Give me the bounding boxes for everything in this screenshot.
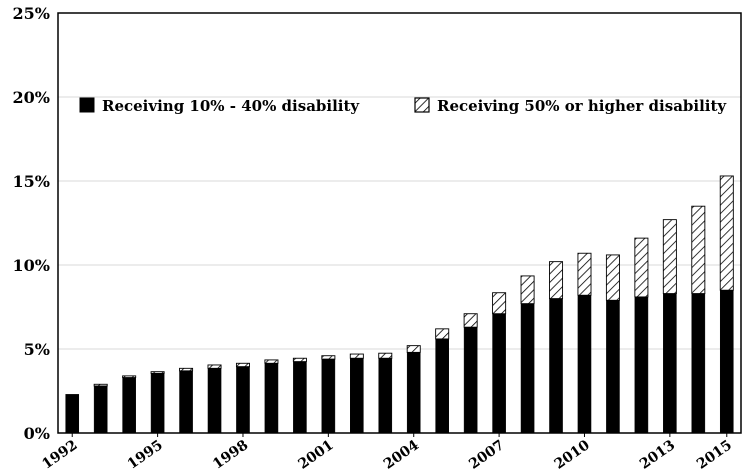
bar-segment-50-plus	[264, 359, 279, 364]
bar-segment-10-40	[93, 385, 108, 434]
bar-segment-50-plus	[520, 275, 535, 305]
bar-segment-50-plus	[605, 254, 620, 301]
x-tick-label: 1995	[125, 437, 166, 472]
x-tick-label: 2004	[381, 437, 422, 473]
bar-segment-10-40	[350, 357, 364, 434]
bar-segment-50-plus	[492, 292, 507, 315]
bar-segment-10-40	[577, 294, 592, 434]
bar-segment-50-plus	[463, 313, 478, 328]
bar-segment-10-40	[492, 313, 506, 434]
x-axis: 1992 1995 1998 2001 2004 2007 2010 2013 2015	[39, 433, 735, 473]
bar-segment-50-plus	[691, 205, 706, 295]
legend-swatch-solid	[79, 97, 95, 113]
legend-swatch-hatched	[414, 97, 430, 113]
bar-segment-50-plus	[378, 352, 393, 359]
bar-segment-50-plus	[122, 375, 137, 379]
y-tick-label: 25%	[13, 4, 50, 23]
bar-segment-10-40	[549, 298, 563, 434]
bar-segment-50-plus	[662, 219, 677, 295]
bars	[65, 175, 734, 434]
bar-segment-10-40	[435, 338, 449, 434]
bar-segment-10-40	[378, 357, 393, 434]
bar-segment-50-plus	[292, 357, 307, 363]
x-tick-label: 1998	[210, 437, 251, 472]
x-tick-label: 2010	[552, 437, 593, 473]
bar-segment-10-40	[634, 296, 649, 434]
bar-segment-50-plus	[719, 175, 734, 291]
bar-segment-10-40	[293, 361, 307, 434]
x-tick-label: 2007	[466, 437, 507, 472]
bar-segment-50-plus	[549, 261, 564, 300]
y-tick-label: 10%	[13, 256, 50, 275]
bar-segment-10-40	[691, 293, 706, 434]
bar-segment-10-40	[321, 358, 336, 434]
bar-segment-50-plus	[321, 355, 336, 360]
x-tick-label: 2001	[296, 437, 337, 472]
bar-segment-50-plus	[634, 237, 649, 298]
bar-segment-50-plus	[577, 252, 592, 296]
bar-segment-50-plus	[150, 371, 165, 374]
bar-segment-10-40	[663, 293, 677, 434]
bar-segment-10-40	[520, 303, 535, 434]
y-tick-label: 0%	[24, 424, 50, 443]
bar-segment-10-40	[236, 366, 250, 434]
y-tick-label: 5%	[24, 340, 50, 359]
x-tick-label: 2013	[637, 437, 678, 472]
y-tick-label: 15%	[13, 172, 50, 191]
bar-segment-10-40	[207, 368, 222, 434]
bar-segment-50-plus	[406, 345, 421, 353]
x-tick-label: 2015	[694, 437, 735, 472]
bar-segment-50-plus	[349, 353, 364, 359]
bar-segment-50-plus	[207, 364, 222, 369]
bar-segment-10-40	[65, 394, 80, 434]
bar-segment-10-40	[179, 370, 193, 434]
bar-segment-10-40	[406, 352, 421, 434]
y-tick-label: 20%	[13, 88, 50, 107]
plot-frame	[57, 12, 742, 434]
legend: Receiving 10% - 40% disability Receiving…	[79, 97, 727, 115]
gridlines	[58, 96, 741, 350]
bar-segment-50-plus	[435, 328, 450, 340]
bar-segment-10-40	[463, 326, 478, 434]
bar-segment-10-40	[122, 377, 136, 434]
y-axis: 0% 5% 10% 15% 20% 25%	[13, 4, 50, 443]
bar-segment-50-plus	[93, 383, 108, 387]
bar-segment-10-40	[150, 373, 165, 434]
bar-segment-10-40	[606, 300, 620, 434]
legend-label-hatched: Receiving 50% or higher disability	[437, 97, 727, 115]
bar-segment-50-plus	[179, 367, 194, 372]
legend-label-solid: Receiving 10% - 40% disability	[102, 97, 360, 115]
bar-segment-10-40	[264, 363, 279, 434]
bar-segment-10-40	[719, 289, 734, 434]
bar-segment-50-plus	[235, 362, 250, 368]
